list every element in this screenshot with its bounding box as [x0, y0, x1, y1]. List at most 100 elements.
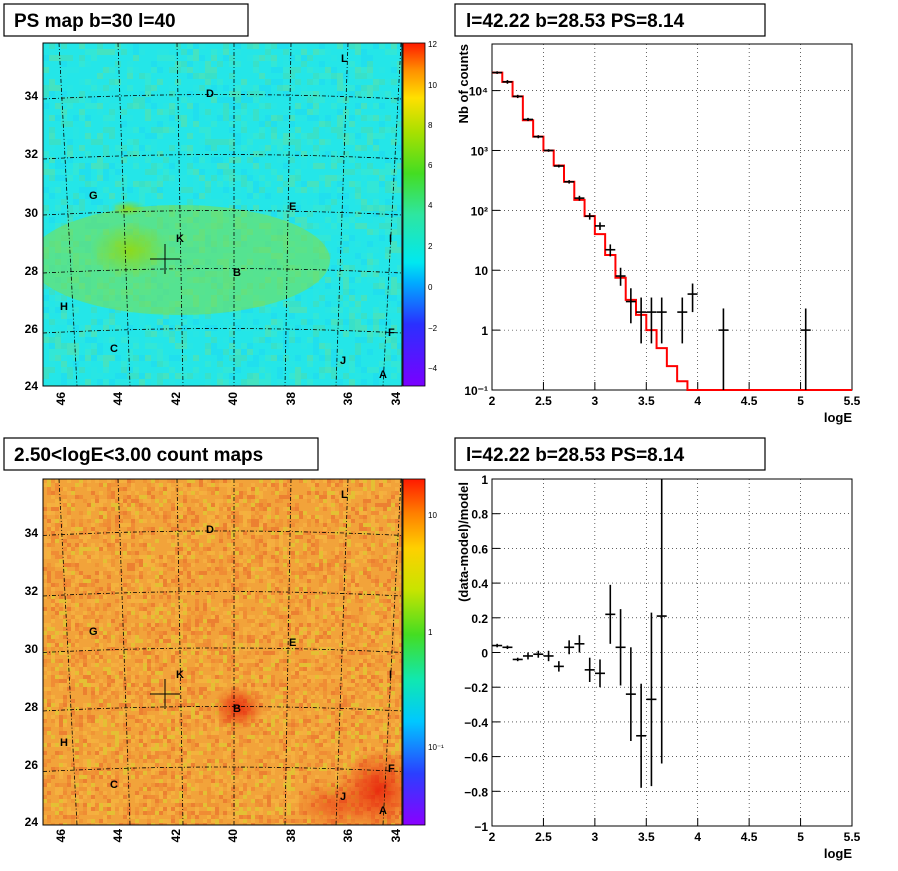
map-pixel [343, 319, 349, 325]
map-pixel [73, 133, 79, 139]
ps-map-colorbar-tick: 0 [428, 283, 433, 292]
map-pixel [391, 603, 395, 607]
map-pixel [217, 97, 223, 103]
map-pixel [351, 715, 355, 719]
map-pixel [55, 591, 59, 595]
map-pixel [343, 139, 349, 145]
ps-map-colorbar-tick: −4 [428, 364, 438, 373]
map-pixel [109, 67, 115, 73]
ps-map-x-tick: 44 [111, 392, 125, 406]
map-pixel [287, 583, 291, 587]
map-pixel [247, 97, 253, 103]
map-pixel [79, 615, 83, 619]
map-pixel [323, 611, 327, 615]
map-pixel [267, 723, 271, 727]
map-pixel [59, 599, 63, 603]
map-pixel [343, 115, 349, 121]
map-pixel [363, 507, 367, 511]
map-pixel [319, 651, 323, 655]
map-pixel [123, 523, 127, 527]
map-pixel [171, 503, 175, 507]
map-pixel [331, 483, 335, 487]
map-pixel [115, 719, 119, 723]
map-pixel [295, 607, 299, 611]
map-pixel [319, 43, 325, 49]
map-pixel [327, 627, 331, 631]
map-pixel [367, 73, 373, 79]
map-pixel [241, 355, 247, 361]
map-pixel [49, 307, 55, 313]
map-pixel [295, 671, 299, 675]
map-pixel [343, 277, 349, 283]
map-pixel [187, 683, 191, 687]
map-pixel [95, 619, 99, 623]
map-pixel [191, 547, 195, 551]
map-pixel [181, 175, 187, 181]
map-pixel [195, 711, 199, 715]
map-pixel [151, 715, 155, 719]
map-pixel [265, 43, 271, 49]
map-pixel [167, 511, 171, 515]
map-pixel [371, 507, 375, 511]
map-pixel [235, 115, 241, 121]
map-pixel [323, 699, 327, 703]
map-pixel [275, 667, 279, 671]
map-pixel [373, 277, 379, 283]
map-pixel [191, 535, 195, 539]
map-pixel [247, 343, 253, 349]
map-pixel [159, 483, 163, 487]
map-pixel [127, 139, 133, 145]
map-pixel [181, 355, 187, 361]
map-pixel [319, 97, 325, 103]
map-pixel [319, 695, 323, 699]
map-pixel [143, 691, 147, 695]
map-pixel [355, 599, 359, 603]
map-pixel [183, 607, 187, 611]
map-pixel [187, 343, 193, 349]
map-pixel [71, 619, 75, 623]
map-pixel [211, 49, 217, 55]
map-pixel [347, 703, 351, 707]
map-pixel [145, 325, 151, 331]
map-pixel [55, 289, 61, 295]
map-pixel [331, 623, 335, 627]
map-pixel [287, 691, 291, 695]
map-pixel [109, 157, 115, 163]
map-pixel [85, 151, 91, 157]
map-pixel [135, 531, 139, 535]
map-pixel [307, 519, 311, 523]
map-pixel [243, 611, 247, 615]
map-pixel [391, 325, 397, 331]
map-pixel [351, 667, 355, 671]
map-pixel [99, 631, 103, 635]
map-pixel [241, 79, 247, 85]
map-pixel [337, 73, 343, 79]
map-pixel [203, 547, 207, 551]
map-pixel [49, 127, 55, 133]
map-pixel [307, 91, 313, 97]
map-pixel [145, 331, 151, 337]
map-pixel [97, 349, 103, 355]
map-pixel [79, 587, 83, 591]
map-pixel [67, 619, 71, 623]
map-pixel [47, 659, 51, 663]
map-pixel [379, 67, 385, 73]
map-pixel [159, 695, 163, 699]
map-pixel [175, 355, 181, 361]
map-pixel [267, 547, 271, 551]
ps-map-colorbar-tick: 4 [428, 201, 433, 210]
map-pixel [147, 547, 151, 551]
map-pixel [243, 563, 247, 567]
map-pixel [263, 631, 267, 635]
map-pixel [349, 307, 355, 313]
map-pixel [291, 543, 295, 547]
map-pixel [315, 551, 319, 555]
map-pixel [327, 527, 331, 531]
map-pixel [67, 103, 73, 109]
map-pixel [139, 719, 143, 723]
map-pixel [253, 61, 259, 67]
map-pixel [343, 523, 347, 527]
map-pixel [83, 515, 87, 519]
map-pixel [59, 659, 63, 663]
map-pixel [179, 659, 183, 663]
